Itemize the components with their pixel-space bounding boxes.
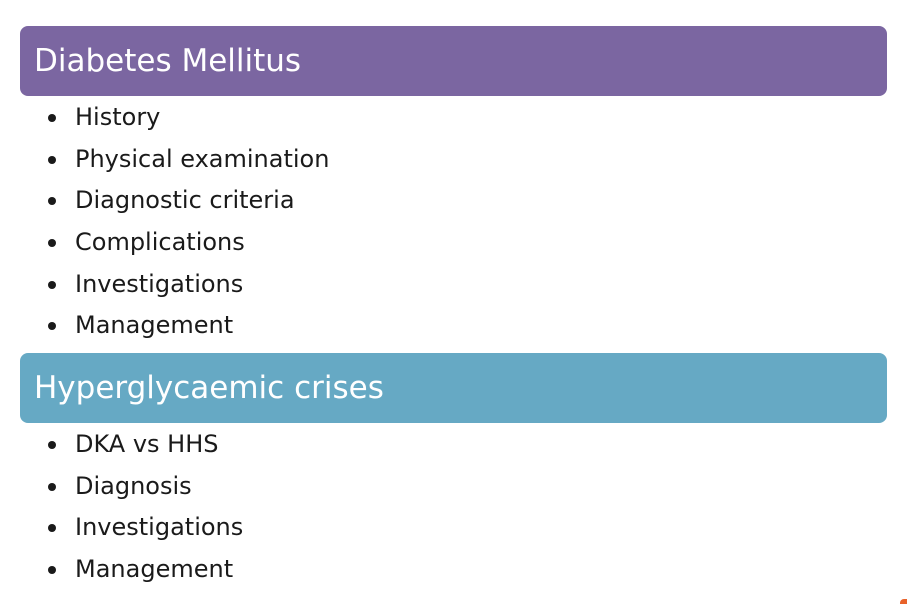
list-item-label: Diagnosis xyxy=(75,471,192,500)
bullet-icon xyxy=(48,524,56,533)
list-item: Investigations xyxy=(44,264,329,306)
list-item-label: Diagnostic criteria xyxy=(75,186,295,215)
list-item: History xyxy=(44,97,329,139)
list-item: Investigations xyxy=(44,507,243,549)
bullet-list-hyperglycaemic-crises: DKA vs HHS Diagnosis Investigations Mana… xyxy=(44,424,243,591)
list-item: Diagnosis xyxy=(44,466,243,508)
bullet-icon xyxy=(48,238,56,247)
list-item: Management xyxy=(44,549,243,591)
list-item: Complications xyxy=(44,222,329,264)
section-title: Diabetes Mellitus xyxy=(34,43,302,79)
list-item: DKA vs HHS xyxy=(44,424,243,466)
list-item-label: History xyxy=(75,103,161,131)
list-item: Physical examination xyxy=(44,139,329,181)
list-item-label: Management xyxy=(75,555,234,584)
section-title: Hyperglycaemic crises xyxy=(34,370,384,406)
bullet-icon xyxy=(48,280,56,289)
bullet-icon xyxy=(48,322,56,331)
list-item: Diagnostic criteria xyxy=(44,180,329,222)
list-item-label: DKA vs HHS xyxy=(75,430,219,458)
corner-marker xyxy=(900,599,907,604)
bullet-icon xyxy=(48,482,56,491)
section-header-diabetes-mellitus: Diabetes Mellitus xyxy=(20,26,887,96)
list-item-label: Investigations xyxy=(75,269,244,298)
list-item-label: Investigations xyxy=(75,513,244,542)
bullet-icon xyxy=(48,197,56,206)
list-item-label: Management xyxy=(75,311,234,340)
section-header-hyperglycaemic-crises: Hyperglycaemic crises xyxy=(20,353,887,423)
bullet-icon xyxy=(48,155,56,164)
list-item-label: Physical examination xyxy=(75,144,330,173)
list-item-label: Complications xyxy=(75,228,245,257)
bullet-icon xyxy=(48,113,56,122)
bullet-icon xyxy=(48,565,56,574)
bullet-icon xyxy=(48,440,56,449)
bullet-list-diabetes-mellitus: History Physical examination Diagnostic … xyxy=(44,97,329,347)
list-item: Management xyxy=(44,305,329,347)
